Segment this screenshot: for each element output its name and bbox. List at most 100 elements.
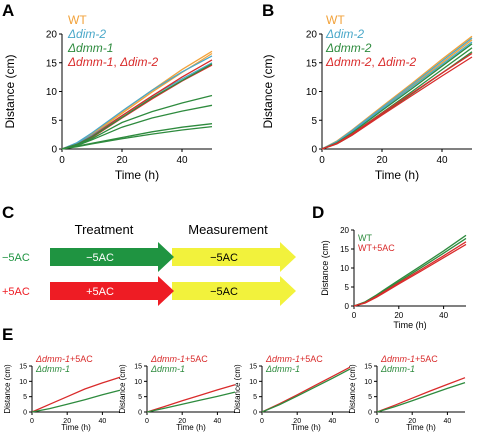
y-axis-label: Distance (cm) bbox=[3, 364, 12, 414]
treatment-arrow-row2 bbox=[50, 276, 174, 306]
legend-entry: Δdmm-1+5AC bbox=[35, 354, 93, 364]
x-axis-label: Time (h) bbox=[176, 423, 206, 432]
treatment-arrow-row1 bbox=[50, 242, 174, 272]
panel-letter-d: D bbox=[312, 203, 324, 222]
legend-entry: WT bbox=[326, 13, 345, 27]
schematic-panel-c: Treatment Measurement −5AC −5AC −5AC +5A… bbox=[2, 222, 296, 306]
series-line bbox=[61, 125, 213, 150]
measurement-header: Measurement bbox=[188, 222, 268, 237]
x-tick-label: 20 bbox=[408, 418, 416, 425]
legend-entry: Δdmm-2, Δdim-2 bbox=[325, 55, 416, 69]
y-tick-label: 20 bbox=[306, 30, 318, 41]
legend-entry: Δdmm-1+5AC bbox=[150, 354, 208, 364]
measurement-arrow-row2 bbox=[172, 276, 296, 306]
y-tick-label: 5 bbox=[345, 283, 350, 292]
series-line bbox=[376, 377, 466, 413]
series-line bbox=[31, 389, 121, 413]
x-tick-label: 20 bbox=[376, 155, 388, 166]
y-tick-label: 15 bbox=[46, 58, 58, 69]
legend-entry: WT+5AC bbox=[358, 243, 395, 253]
y-tick-label: 10 bbox=[306, 87, 318, 98]
x-tick-label: 0 bbox=[352, 311, 357, 320]
x-axis-label: Time (h) bbox=[375, 168, 419, 182]
y-tick-label: 15 bbox=[19, 363, 27, 370]
chart-panel-a: 0 5 10 15 20 0 20 40 Time (h) Distance (cm) WTΔdim… bbox=[3, 13, 213, 182]
x-tick-label: 40 bbox=[214, 418, 222, 425]
x-tick-label: 0 bbox=[145, 418, 149, 425]
panel-letter-a: A bbox=[2, 1, 14, 20]
row-label-minus-5ac: −5AC bbox=[2, 252, 30, 264]
x-tick-label: 40 bbox=[436, 155, 448, 166]
chart-panel-b: 0 5 10 15 20 0 20 40 Time (h) Distance (cm) WTΔdim… bbox=[261, 13, 473, 182]
y-tick-label: 15 bbox=[364, 363, 372, 370]
measurement-label-row1: −5AC bbox=[210, 252, 238, 264]
legend-entry: Δdmm-1 bbox=[380, 364, 415, 374]
x-tick-label: 0 bbox=[375, 418, 379, 425]
row-label-plus-5ac: +5AC bbox=[2, 286, 30, 298]
legend-entry: WT bbox=[68, 13, 87, 27]
x-tick-label: 0 bbox=[30, 418, 34, 425]
x-tick-label: 40 bbox=[444, 418, 452, 425]
y-tick-label: 0 bbox=[311, 145, 317, 156]
y-tick-label: 20 bbox=[340, 226, 349, 235]
x-axis-label: Time (h) bbox=[115, 168, 159, 182]
legend-entry: Δdmm-1 bbox=[265, 364, 300, 374]
y-tick-label: 0 bbox=[51, 145, 57, 156]
measurement-arrow-row1 bbox=[172, 242, 296, 272]
measurement-label-row2: −5AC bbox=[210, 286, 238, 298]
y-tick-label: 0 bbox=[345, 302, 350, 311]
series-line bbox=[61, 104, 213, 150]
x-tick-label: 40 bbox=[176, 155, 188, 166]
x-tick-label: 40 bbox=[439, 311, 448, 320]
panel-letter-e: E bbox=[2, 325, 13, 344]
y-tick-label: 10 bbox=[134, 379, 142, 386]
y-tick-label: 20 bbox=[46, 30, 58, 41]
y-tick-label: 10 bbox=[46, 87, 58, 98]
y-axis-label: Distance (cm) bbox=[3, 54, 17, 128]
y-tick-label: 5 bbox=[23, 394, 27, 401]
x-axis-label: Time (h) bbox=[291, 423, 321, 432]
legend-entry: Δdim-2 bbox=[67, 27, 106, 41]
x-tick-label: 20 bbox=[116, 155, 128, 166]
chart-panel-e1: 0 5 10 15 0 20 40 Time (h) Distance (cm) Δdmm-1+5… bbox=[3, 354, 121, 432]
y-tick-label: 10 bbox=[340, 264, 349, 273]
series-line bbox=[261, 368, 351, 413]
x-axis-label: Time (h) bbox=[406, 423, 436, 432]
y-tick-label: 10 bbox=[364, 379, 372, 386]
legend-entry: Δdim-2 bbox=[325, 27, 364, 41]
x-tick-label: 40 bbox=[329, 418, 337, 425]
x-tick-label: 0 bbox=[59, 155, 65, 166]
y-tick-label: 0 bbox=[23, 409, 27, 416]
y-tick-label: 5 bbox=[368, 394, 372, 401]
y-tick-label: 0 bbox=[138, 409, 142, 416]
legend-entry: Δdmm-1+5AC bbox=[380, 354, 438, 364]
x-tick-label: 20 bbox=[293, 418, 301, 425]
y-tick-label: 5 bbox=[51, 116, 57, 127]
treatment-label-row2: +5AC bbox=[86, 286, 114, 298]
series-line bbox=[61, 59, 213, 150]
chart-panel-e2: 0 5 10 15 0 20 40 Time (h) Distance (cm) Δdmm-1+5… bbox=[118, 354, 236, 432]
x-tick-label: 0 bbox=[260, 418, 264, 425]
y-tick-label: 5 bbox=[253, 394, 257, 401]
y-tick-label: 10 bbox=[19, 379, 27, 386]
treatment-header: Treatment bbox=[75, 222, 134, 237]
series-line bbox=[261, 366, 351, 413]
y-tick-label: 5 bbox=[311, 116, 317, 127]
y-tick-label: 15 bbox=[134, 363, 142, 370]
legend-entry: Δdmm-1+5AC bbox=[265, 354, 323, 364]
series-line bbox=[146, 384, 236, 413]
y-tick-label: 5 bbox=[138, 394, 142, 401]
legend-entry: Δdmm-2 bbox=[325, 41, 372, 55]
series-line bbox=[376, 381, 466, 413]
x-tick-label: 40 bbox=[99, 418, 107, 425]
legend-entry: Δdmm-1, Δdim-2 bbox=[67, 55, 158, 69]
x-tick-label: 20 bbox=[63, 418, 71, 425]
series-line bbox=[321, 56, 473, 150]
legend-entry: Δdmm-1 bbox=[67, 41, 113, 55]
x-tick-label: 20 bbox=[394, 311, 403, 320]
y-tick-label: 15 bbox=[340, 245, 349, 254]
y-tick-label: 15 bbox=[306, 58, 318, 69]
y-tick-label: 0 bbox=[253, 409, 257, 416]
chart-panel-d: 0 5 10 15 20 0 20 40 Time (h) Distance (cm) WTWT+5… bbox=[320, 226, 467, 330]
